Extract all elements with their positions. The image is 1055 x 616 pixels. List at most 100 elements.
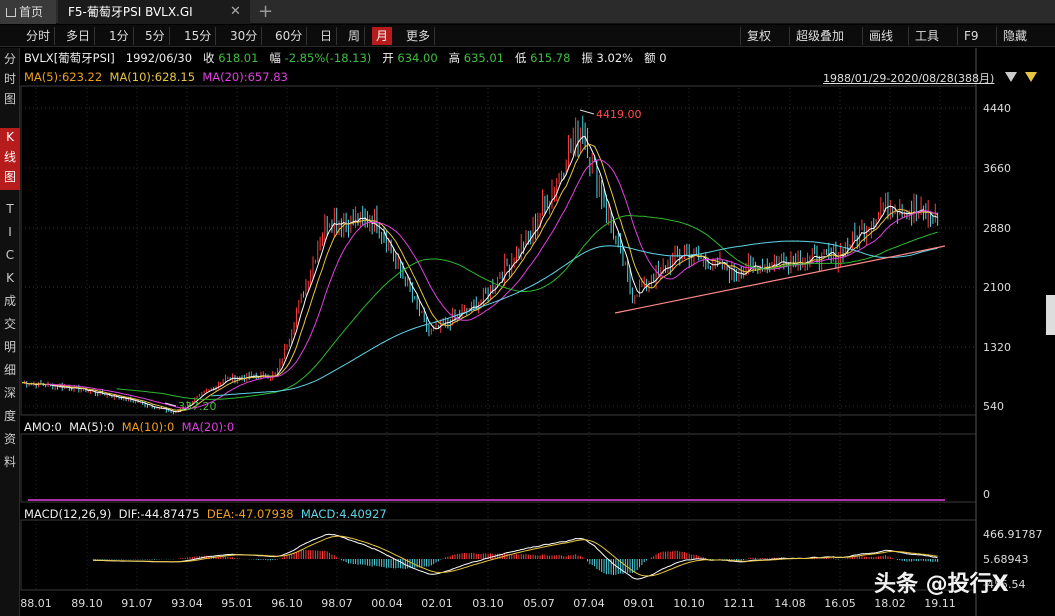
- date-tick-label: 96.10: [271, 597, 303, 610]
- tab-home-label: 首页: [19, 5, 44, 19]
- date-tick-label: 07.04: [573, 597, 605, 610]
- adjust-button[interactable]: 复权: [740, 27, 777, 45]
- macd-dea-line: [93, 535, 938, 577]
- low-label: 低: [515, 51, 527, 65]
- ma10-legend: MA(10):628.15: [109, 70, 196, 84]
- tab-home[interactable]: 首页: [0, 0, 56, 24]
- sidebar-char: 深: [3, 386, 16, 400]
- panel-border: [20, 433, 977, 503]
- date-tick-label: 02.01: [421, 597, 453, 610]
- amount-value: 0: [659, 51, 667, 65]
- tab-chart-label: F5-葡萄牙PSI BVLX.GI: [68, 5, 193, 19]
- macd-tick-label: -455.54: [983, 578, 1025, 591]
- sidebar-char: 分: [3, 52, 16, 66]
- macd-tick-label: 466.91787: [983, 528, 1043, 541]
- tab-chart[interactable]: F5-葡萄牙PSI BVLX.GI: [58, 0, 250, 24]
- sidebar-char: 交: [3, 317, 16, 331]
- date-range-label[interactable]: 1988/01/29-2020/08/28(388月): [823, 72, 995, 85]
- period-button-intraday[interactable]: 分时: [22, 27, 56, 45]
- price-tick-label: 2880: [983, 222, 1011, 235]
- hide-button[interactable]: 隐藏: [996, 27, 1033, 45]
- period-toolbar: 分时 多日 1分 5分 15分 30分 60分 日 周 月 更多 复权 超级叠加…: [0, 25, 1055, 47]
- open-label: 开: [382, 51, 394, 65]
- sidebar-char: C: [5, 248, 15, 262]
- price-tick-label: 4440: [983, 102, 1011, 115]
- date-tick-label: 88.01: [20, 597, 52, 610]
- sidebar-char: 图: [3, 170, 16, 184]
- date-tick-label: 14.08: [774, 597, 806, 610]
- tab-bar: 首页 F5-葡萄牙PSI BVLX.GI ✕ +: [0, 0, 1055, 24]
- overlay-button[interactable]: 超级叠加: [789, 27, 850, 45]
- ma20-line: [45, 159, 938, 409]
- quote-info-line: BVLX[葡萄牙PSI] 1992/06/30 收 618.01 幅 -2.85…: [24, 50, 667, 66]
- high-mark-label: 4419.00: [596, 108, 642, 121]
- close-icon[interactable]: ✕: [230, 4, 241, 19]
- date-tick-label: 16.05: [824, 597, 856, 610]
- sidebar-item-intraday-chart[interactable]: 分时图: [0, 52, 20, 112]
- dropdown-triangle-icon[interactable]: [1005, 72, 1017, 82]
- date-tick-label: 18.02: [874, 597, 906, 610]
- date-tick-label: 09.01: [623, 597, 655, 610]
- period-button-multiday[interactable]: 多日: [62, 27, 96, 45]
- sidebar-char: 图: [3, 92, 16, 106]
- right-scroll-handle[interactable]: [1046, 295, 1055, 335]
- sidebar-char: I: [8, 225, 12, 239]
- add-tab-icon[interactable]: +: [258, 1, 274, 22]
- period-button-day[interactable]: 日: [316, 27, 338, 45]
- sidebar-char: 料: [3, 455, 16, 469]
- price-panel: 4419.00 337.20: [21, 108, 946, 415]
- date-tick-label: 05.07: [523, 597, 555, 610]
- sidebar-item-depth-info[interactable]: 深度资料: [0, 386, 20, 478]
- marker-triangle-icon[interactable]: [1025, 72, 1037, 82]
- ma60-line: [116, 214, 938, 400]
- amount-label: 额: [644, 51, 656, 65]
- sidebar-char: K: [6, 271, 14, 285]
- low-mark-arrow: [164, 402, 177, 407]
- macd-legend: MACD(12,26,9) DIF:-44.87475 DEA:-47.0793…: [24, 506, 387, 522]
- macd-dea: DEA:-47.07938: [206, 507, 294, 521]
- macd-panel: [92, 533, 939, 580]
- amplitude-label: 振: [581, 51, 593, 65]
- symbol-label: BVLX[葡萄牙PSI]: [24, 51, 115, 65]
- period-button-15min[interactable]: 15分: [180, 27, 217, 45]
- amo-ma20-legend: MA(20):0: [181, 420, 235, 434]
- period-button-week[interactable]: 周: [344, 27, 366, 45]
- period-button-more[interactable]: 更多: [402, 27, 436, 45]
- sidebar-char: 资: [3, 432, 16, 446]
- draw-line-button[interactable]: 画线: [862, 27, 899, 45]
- trend-line: [614, 245, 946, 314]
- chart-grid: [20, 48, 977, 616]
- period-button-month[interactable]: 月: [372, 27, 393, 45]
- macd-dif: DIF:-44.87475: [118, 507, 200, 521]
- amplitude-value: 3.02%: [596, 51, 634, 65]
- watermark: 头条 @投行X: [874, 572, 1009, 597]
- period-button-30min[interactable]: 30分: [226, 27, 263, 45]
- ma5-legend: MA(5):623.22: [24, 70, 103, 84]
- period-button-60min[interactable]: 60分: [271, 27, 308, 45]
- ma5-line: [21, 136, 938, 413]
- period-button-1min[interactable]: 1分: [105, 27, 134, 45]
- ma-legend: MA(5):623.22 MA(10):628.15 MA(20):657.83: [24, 69, 288, 85]
- sidebar-char: 度: [3, 409, 16, 423]
- amo-legend: AMO:0 MA(5):0 MA(10):0 MA(20):0: [24, 419, 234, 435]
- low-mark-label: 337.20: [178, 400, 217, 413]
- high-mark-arrow: [579, 109, 595, 115]
- tools-button[interactable]: 工具: [908, 27, 945, 45]
- open-value: 634.00: [397, 51, 438, 65]
- sidebar-char: 线: [3, 150, 16, 164]
- date-label: 1992/06/30: [125, 51, 193, 65]
- period-button-5min[interactable]: 5分: [141, 27, 170, 45]
- ma10-line: [21, 143, 938, 411]
- f9-button[interactable]: F9: [957, 27, 985, 45]
- amo-legend-value: AMO:0: [24, 420, 62, 434]
- sidebar-char: 细: [3, 363, 16, 377]
- change-value: -2.85%(-18.13): [284, 51, 372, 65]
- date-tick-label: 93.04: [171, 597, 203, 610]
- close-value: 618.01: [218, 51, 259, 65]
- sidebar-char: 明: [3, 340, 16, 354]
- sidebar-item-trade-detail[interactable]: 成交明细: [0, 294, 20, 386]
